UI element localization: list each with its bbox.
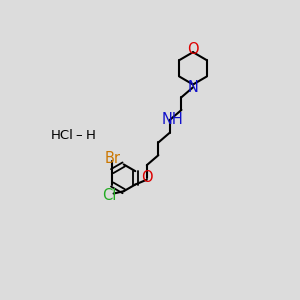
Text: O: O	[141, 170, 153, 185]
Text: O: O	[187, 42, 199, 57]
Text: Cl: Cl	[102, 188, 117, 203]
Text: –: –	[75, 129, 82, 142]
Text: HCl: HCl	[51, 129, 74, 142]
Text: N: N	[188, 80, 199, 95]
Text: Br: Br	[104, 151, 120, 166]
Text: H: H	[85, 129, 95, 142]
Text: NH: NH	[161, 112, 183, 128]
